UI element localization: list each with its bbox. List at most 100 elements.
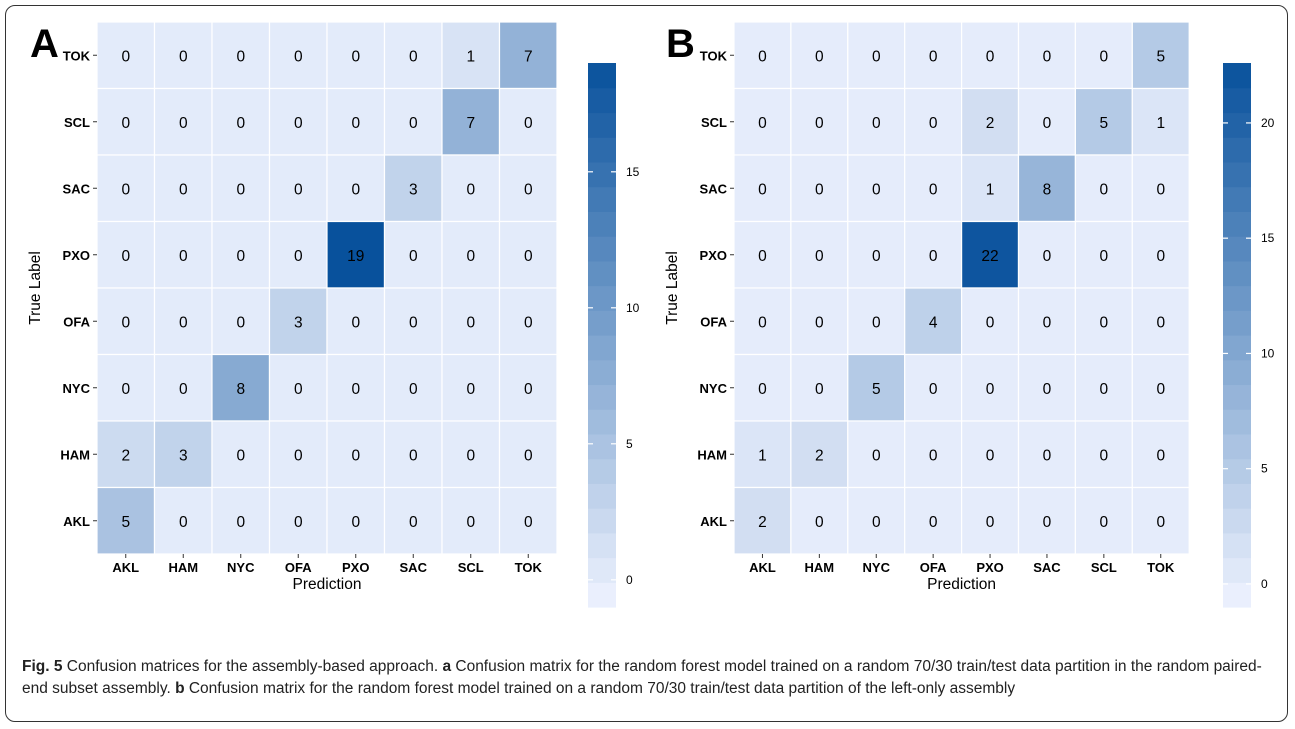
heatmap-cell	[1074, 154, 1133, 223]
colorbar-tick-label: 20	[1261, 116, 1275, 130]
heatmap-cell	[904, 420, 963, 489]
y-tick-label: PXO	[63, 248, 90, 263]
x-tick-label: AKL	[112, 560, 139, 575]
cell-value-label: 0	[524, 115, 533, 132]
colorbar-tick-label: 0	[1261, 577, 1268, 591]
heatmap-cell	[498, 220, 558, 289]
cell-value-label: 0	[986, 514, 995, 531]
y-axis-label: True Label	[27, 251, 44, 325]
heatmap-cell	[383, 220, 443, 289]
heatmap-cell	[904, 486, 963, 555]
x-tick-label: SCL	[1091, 560, 1117, 575]
colorbar-segment	[588, 409, 616, 435]
heatmap-cell	[498, 353, 558, 422]
cell-value-label: 0	[872, 248, 881, 265]
cell-value-label: 0	[121, 314, 130, 331]
heatmap-cell	[153, 21, 213, 90]
heatmap-cell	[790, 420, 849, 489]
heatmap-cell	[1017, 486, 1077, 555]
y-axis-label: True Label	[664, 251, 681, 325]
heatmap-cell	[790, 220, 849, 289]
cell-value-label: 0	[872, 314, 881, 331]
cell-value-label: 0	[1100, 447, 1109, 464]
x-tick-label: SAC	[1033, 560, 1061, 575]
cell-value-label: 0	[179, 181, 188, 198]
colorbar-segment	[1223, 359, 1251, 386]
cell-value-label: 1	[758, 447, 767, 464]
heatmap-cell	[1131, 220, 1190, 289]
heatmap-cell	[96, 154, 156, 223]
colorbar-segment	[1223, 557, 1251, 583]
colorbar-segment	[588, 359, 616, 386]
colorbar-segment	[588, 186, 616, 212]
cell-value-label: 0	[524, 447, 533, 464]
x-tick-label: NYC	[863, 560, 891, 575]
cell-value-label: 0	[1043, 514, 1052, 531]
colorbar-segment	[588, 508, 616, 534]
colorbar-segment	[1223, 63, 1251, 89]
heatmap-cell	[326, 220, 386, 289]
cell-value-label: 0	[1043, 314, 1052, 331]
colorbar-segment	[588, 63, 616, 89]
heatmap-panel-b: B 0 0 0 0 0 0 0 50 0 0 0 2 0 5 10 0 0 0 1 8 0 00 0 0 0 22 0 0 00 0 0 4 0 0…	[664, 21, 1275, 608]
cell-value-label: 7	[466, 115, 475, 132]
x-tick-label: AKL	[749, 560, 776, 575]
panel-label: B	[666, 22, 695, 66]
heatmap-cell	[1131, 353, 1190, 422]
caption-part-b-text: Confusion matrix for the random forest m…	[188, 680, 1016, 697]
colorbar-tick-label: 0	[626, 573, 633, 587]
cell-value-label: 0	[815, 181, 824, 198]
heatmap-cell	[441, 420, 501, 489]
colorbar-segment	[1223, 211, 1251, 237]
y-tick-label: NYC	[63, 381, 91, 396]
heatmap-cell	[153, 154, 213, 223]
cell-value-label: 0	[121, 115, 130, 132]
cell-value-label: 3	[294, 314, 303, 331]
cell-value-label: 1	[1156, 115, 1165, 132]
cell-value-label: 0	[409, 314, 418, 331]
heatmap-cell	[960, 287, 1020, 356]
heatmap-cell	[1017, 420, 1077, 489]
y-tick-label: SAC	[63, 181, 91, 196]
colorbar-segment	[588, 532, 616, 559]
x-tick-label: PXO	[976, 560, 1003, 575]
colorbar-segment	[1223, 582, 1251, 608]
cell-value-label: 0	[872, 447, 881, 464]
cell-value-label: 0	[409, 48, 418, 65]
heatmap-cell	[498, 287, 558, 356]
cell-value-label: 0	[179, 48, 188, 65]
colorbar-segment	[588, 384, 616, 410]
colorbar-tick-label: 15	[1261, 231, 1275, 245]
y-tick-label: SCL	[64, 115, 90, 130]
cell-value-label: 0	[986, 447, 995, 464]
cell-value-label: 0	[466, 447, 475, 464]
colorbar-segment	[1223, 186, 1251, 212]
heatmap-cell	[268, 353, 328, 422]
heatmap-cell	[960, 420, 1020, 489]
heatmap-cell	[733, 154, 792, 223]
y-tick-label: TOK	[700, 48, 728, 63]
cell-value-label: 1	[466, 48, 475, 65]
cell-value-label: 0	[986, 48, 995, 65]
heatmap-cell	[847, 154, 906, 223]
cell-value-label: 0	[409, 514, 418, 531]
cell-value-label: 0	[179, 314, 188, 331]
cell-value-label: 0	[986, 314, 995, 331]
heatmap-cell	[96, 87, 156, 156]
heatmap-cell	[441, 21, 501, 90]
cell-value-label: 0	[815, 314, 824, 331]
x-axis-label: Prediction	[293, 576, 362, 593]
colorbar-segment	[1223, 458, 1251, 484]
cell-value-label: 0	[929, 115, 938, 132]
cell-value-label: 0	[351, 181, 360, 198]
colorbar-segment	[1223, 285, 1251, 311]
heatmap-cell	[268, 486, 328, 555]
heatmap-cell	[790, 486, 849, 555]
colorbar-tick-label: 5	[626, 437, 633, 451]
colorbar-tick-label: 5	[1261, 462, 1268, 476]
colorbar-segment	[588, 433, 616, 460]
cell-value-label: 0	[351, 115, 360, 132]
figure-frame	[5, 5, 1288, 722]
cell-value-label: 0	[1043, 48, 1052, 65]
